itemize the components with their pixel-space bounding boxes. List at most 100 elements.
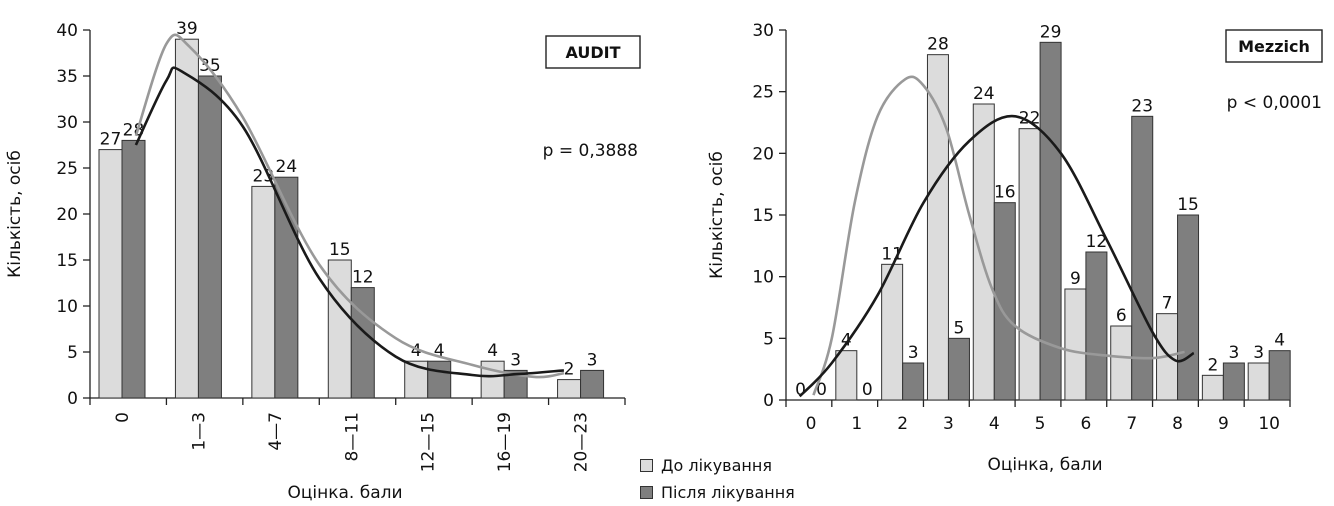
data-label: 39 [176,19,198,39]
y-tick-label: 20 [752,144,774,164]
bar [480,360,505,399]
legend-label-before: До лікування [661,456,772,475]
bar [993,202,1016,401]
data-label: 3 [587,350,598,370]
y-tick-label: 10 [56,297,78,317]
data-label: 15 [1177,195,1199,215]
data-label: 4 [487,341,498,361]
x-tick-label: 2 [897,414,908,434]
x-tick-label: 12—15 [419,412,439,472]
data-label: 2 [1207,355,1218,375]
y-tick-label: 40 [56,21,78,41]
data-label: 6 [1116,306,1127,326]
bar [350,287,375,399]
bar [1222,362,1245,401]
bar [503,369,528,399]
bar [174,38,199,399]
y-tick-label: 35 [56,67,78,87]
data-label: 3 [1253,343,1264,363]
x-tick-label: 4—7 [266,412,286,451]
x-tick-label: 6 [1080,414,1091,434]
data-label: 28 [123,120,145,140]
bar [1268,350,1291,401]
data-label: 3 [908,343,919,363]
bar [197,75,222,399]
data-label: 16 [994,183,1016,203]
legend-swatch-after [640,486,653,499]
data-label: 11 [881,244,903,264]
data-label: 23 [253,166,275,186]
x-tick-label: 3 [943,414,954,434]
bar [1018,128,1041,401]
x-axis-title: Оцінка, бали [987,455,1102,475]
data-label: 24 [973,84,995,104]
data-label: 24 [276,157,298,177]
x-tick-label: 10 [1258,414,1280,434]
y-tick-label: 0 [67,389,78,409]
y-tick-label: 5 [67,343,78,363]
legend-item-after: Після лікування [640,479,795,506]
data-label: 0 [816,380,827,400]
y-tick-label: 20 [56,205,78,225]
bar [1110,325,1133,401]
data-label: 23 [1131,96,1153,116]
bar [98,149,123,399]
bar [835,350,858,401]
data-label: 2 [564,360,575,380]
x-tick-label: 16—19 [495,412,515,472]
data-label: 0 [795,380,806,400]
p-value-annotation: p < 0,0001 [1227,93,1322,113]
data-label: 3 [1228,343,1239,363]
y-tick-label: 5 [763,329,774,349]
bar [251,185,276,399]
bar [427,360,452,399]
y-tick-label: 30 [56,113,78,133]
x-tick-label: 9 [1218,414,1229,434]
y-tick-label: 10 [752,268,774,288]
bar [972,103,995,401]
x-tick-label: 7 [1126,414,1137,434]
bar [1247,362,1270,401]
y-tick-label: 25 [56,159,78,179]
x-tick-label: 0 [806,414,817,434]
data-label: 15 [329,240,351,260]
x-tick-label: 4 [989,414,1000,434]
legend-label-after: Після лікування [661,483,795,502]
y-axis-title: Кількість, осіб [5,150,25,278]
data-label: 9 [1070,269,1081,289]
fit-curve [134,66,565,378]
y-tick-label: 0 [763,391,774,411]
x-axis-title: Оцінка. бали [287,483,402,503]
data-label: 4 [841,331,852,351]
x-tick-label: 20—23 [572,412,592,472]
legend: До лікування Після лікування [640,452,795,506]
data-label: 4 [411,341,422,361]
bar [121,139,146,399]
data-label: 5 [954,318,965,338]
x-tick-label: 8—11 [342,412,362,461]
chart-title-box [1225,29,1323,63]
data-label: 4 [1274,331,1285,351]
data-label: 29 [1040,22,1062,42]
bar [902,362,925,401]
bar [1085,251,1108,401]
legend-swatch-before [640,459,653,472]
bar [1201,374,1224,401]
bar [1039,41,1062,401]
x-tick-label: 1—3 [189,412,209,451]
x-tick-label: 1 [851,414,862,434]
legend-item-before: До лікування [640,452,795,479]
bar [1177,214,1200,401]
fit-curve [812,75,1185,396]
fit-curve [134,33,565,379]
chart-title: Mezzich [1238,37,1310,56]
y-axis-title: Кількість, осіб [707,151,727,279]
bar [274,176,299,399]
y-tick-label: 15 [752,206,774,226]
x-tick-label: 0 [113,412,133,423]
data-label: 12 [1086,232,1108,252]
bar [580,369,605,399]
